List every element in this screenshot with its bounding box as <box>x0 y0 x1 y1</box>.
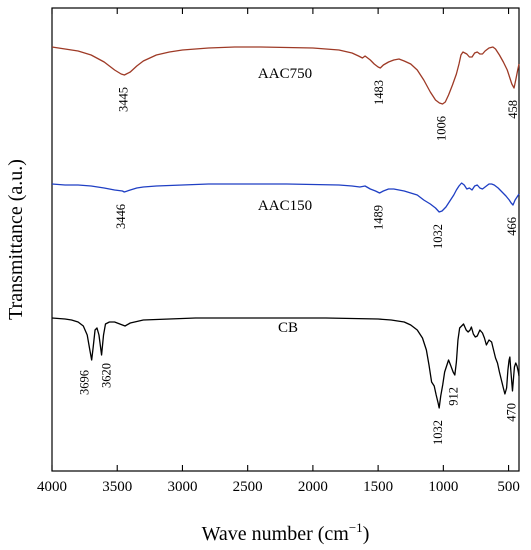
peak-label: 470 <box>504 403 518 422</box>
peak-label: 1483 <box>372 80 386 105</box>
peak-label: 912 <box>447 387 461 406</box>
series-group <box>51 46 520 409</box>
y-axis-label: Transmittance (a.u.) <box>5 159 27 320</box>
x-tick-label: 3000 <box>167 479 197 495</box>
series-line-aac150 <box>51 182 520 213</box>
peak-label: 1032 <box>431 224 445 249</box>
peak-labels: 3445 1483 1006 458 3446 1489 1032 466 3696 3620 10… <box>78 80 520 445</box>
x-tick-label: 2000 <box>298 479 328 495</box>
x-tick-label: 2500 <box>233 479 263 495</box>
peak-label: 3620 <box>99 363 113 388</box>
x-tick-label: 500 <box>497 479 520 495</box>
x-axis-ticks: 4000 3500 3000 2500 2000 1500 1000 500 <box>37 8 520 495</box>
peak-label: 466 <box>505 217 519 236</box>
peak-label: 3446 <box>114 204 128 229</box>
x-tick-label: 1500 <box>363 479 393 495</box>
series-line-aac750 <box>51 46 520 105</box>
peak-label: 1489 <box>371 205 385 230</box>
peak-label: 458 <box>506 100 520 119</box>
plot-area <box>51 7 520 472</box>
series-line-cb <box>51 317 520 409</box>
series-label-aac150: AAC150 <box>258 198 312 214</box>
series-label-aac750: AAC750 <box>258 66 312 82</box>
x-tick-label: 3500 <box>102 479 132 495</box>
x-tick-label: 4000 <box>37 479 67 495</box>
x-tick-label: 1000 <box>428 479 458 495</box>
plot-frame <box>51 7 520 472</box>
x-axis-label: Wave number (cm−1) <box>202 520 370 545</box>
peak-label: 1006 <box>434 116 448 141</box>
peak-label: 3445 <box>116 87 130 112</box>
peak-label: 1032 <box>431 420 445 445</box>
series-label-cb: CB <box>278 320 298 336</box>
peak-label: 3696 <box>78 370 92 395</box>
series-names: AAC750 AAC150 CB <box>258 66 312 336</box>
